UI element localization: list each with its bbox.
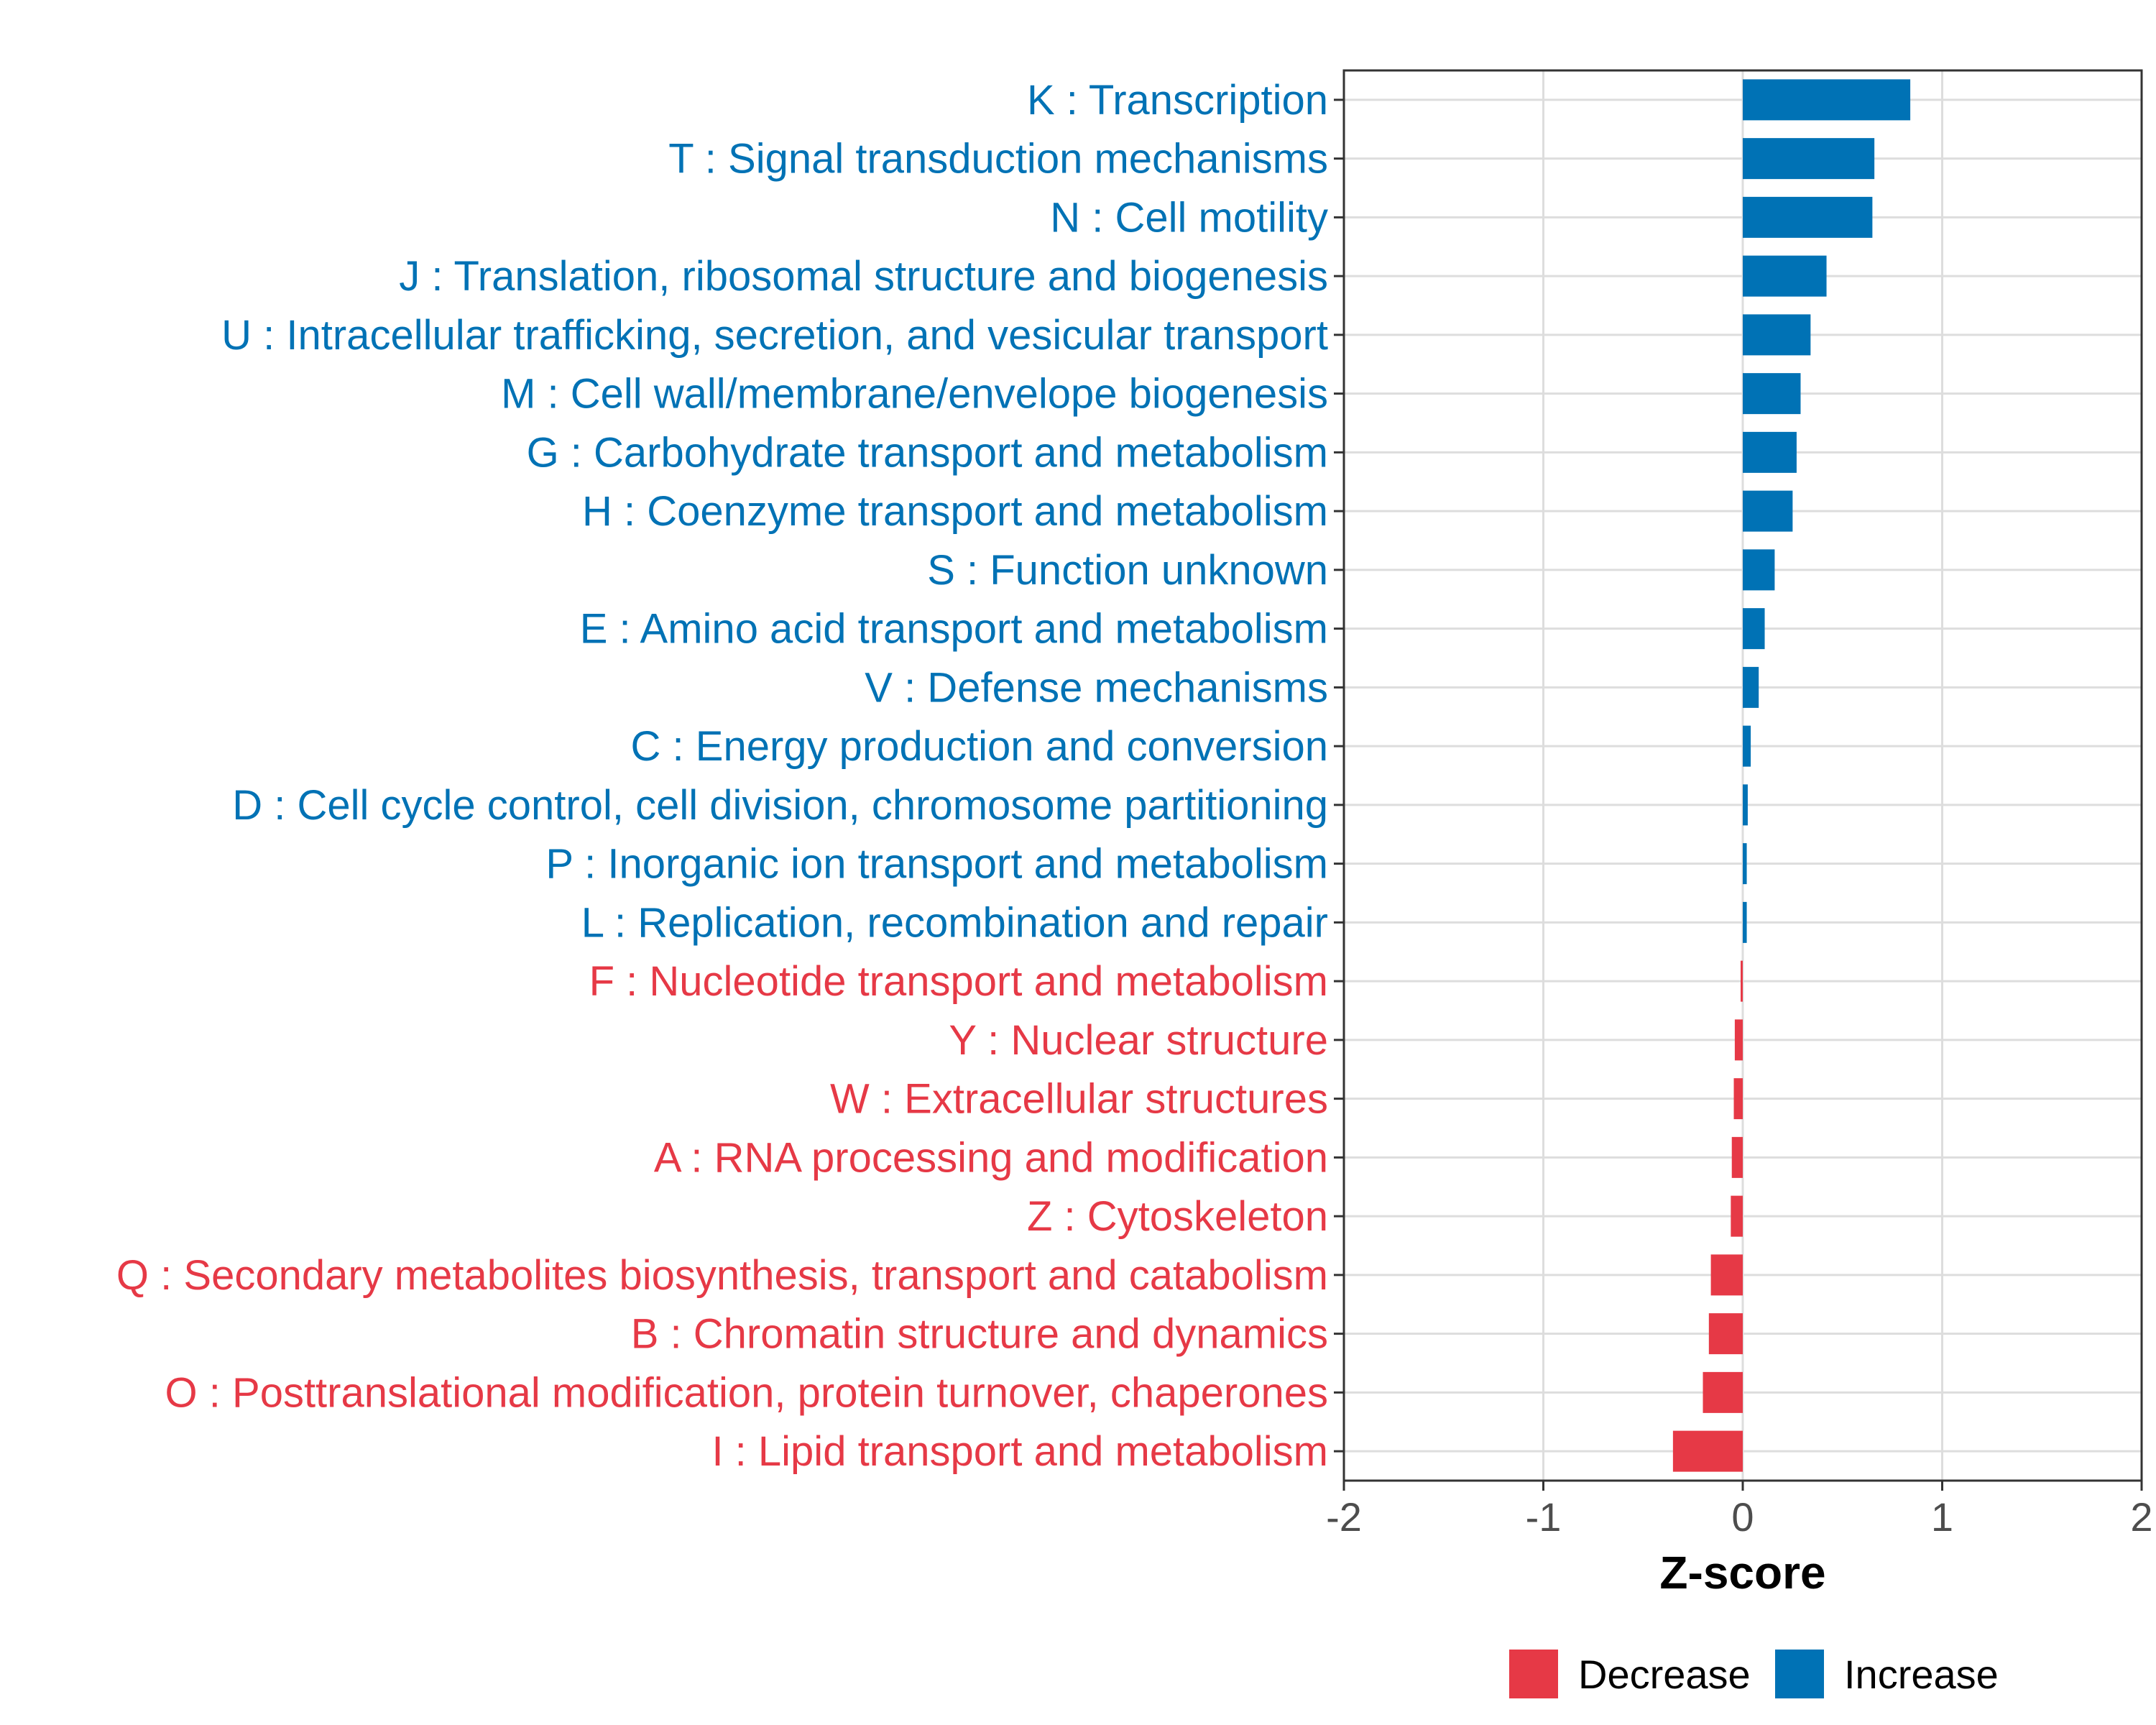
bar: [1743, 373, 1801, 415]
category-label: J : Translation, ribosomal structure and…: [399, 253, 1328, 300]
category-label: Y : Nuclear structure: [949, 1017, 1328, 1064]
x-tick-label: 2: [2130, 1494, 2152, 1540]
category-label: P : Inorganic ion transport and metaboli…: [545, 841, 1328, 888]
bar: [1743, 255, 1827, 297]
bar: [1743, 79, 1911, 121]
bar: [1703, 1371, 1743, 1413]
category-label: B : Chromatin structure and dynamics: [631, 1311, 1328, 1358]
category-label: O : Posttranslational modification, prot…: [165, 1369, 1328, 1416]
bar: [1731, 1136, 1743, 1178]
bar: [1743, 314, 1811, 356]
bar: [1733, 1078, 1743, 1120]
legend-label-decrease: Decrease: [1578, 1652, 1751, 1697]
category-label: N : Cell motility: [1050, 194, 1328, 241]
bar: [1743, 138, 1875, 180]
category-label: A : RNA processing and modification: [654, 1134, 1328, 1181]
category-label: C : Energy production and conversion: [631, 723, 1328, 770]
bar: [1743, 196, 1873, 238]
category-label: Q : Secondary metabolites biosynthesis, …: [116, 1252, 1328, 1299]
category-label: I : Lipid transport and metabolism: [711, 1428, 1328, 1475]
category-label: L : Replication, recombination and repai…: [581, 899, 1328, 946]
bar: [1741, 960, 1743, 1002]
category-label: T : Signal transduction mechanisms: [668, 136, 1328, 183]
category-label: D : Cell cycle control, cell division, c…: [232, 782, 1328, 829]
legend: Decrease Increase: [1509, 1650, 1999, 1698]
bar: [1743, 549, 1775, 591]
category-label: M : Cell wall/membrane/envelope biogenes…: [501, 371, 1328, 418]
category-label: G : Carbohydrate transport and metabolis…: [527, 429, 1328, 476]
bar: [1708, 1313, 1743, 1355]
category-label: H : Coenzyme transport and metabolism: [582, 488, 1328, 535]
bar: [1743, 784, 1748, 826]
category-label: K : Transcription: [1027, 77, 1328, 124]
category-label: V : Defense mechanisms: [865, 664, 1328, 711]
bar: [1743, 666, 1759, 708]
category-label: U : Intracellular trafficking, secretion…: [221, 312, 1328, 359]
bar: [1710, 1254, 1743, 1296]
category-label: E : Amino acid transport and metabolism: [580, 606, 1328, 653]
bar: [1743, 431, 1797, 473]
x-tick-label: 1: [1931, 1494, 1953, 1540]
bar: [1743, 725, 1751, 767]
bar: [1731, 1195, 1743, 1237]
bar: [1734, 1019, 1743, 1061]
bar: [1743, 901, 1747, 943]
legend-label-increase: Increase: [1844, 1652, 1999, 1697]
category-label: W : Extracellular structures: [830, 1076, 1328, 1123]
legend-swatch-decrease: [1509, 1650, 1558, 1698]
category-label: S : Function unknown: [927, 547, 1328, 594]
category-label: F : Nucleotide transport and metabolism: [589, 958, 1328, 1005]
bar: [1672, 1430, 1743, 1472]
legend-swatch-increase: [1775, 1650, 1824, 1698]
bar: [1743, 608, 1765, 650]
x-tick-label: 0: [1731, 1494, 1754, 1540]
x-tick-label: -1: [1526, 1494, 1562, 1540]
category-label: Z : Cytoskeleton: [1027, 1193, 1328, 1240]
bar: [1743, 490, 1793, 532]
bar: [1743, 843, 1747, 885]
x-axis-title: Z-score: [1659, 1547, 1825, 1598]
x-tick-label: -2: [1326, 1494, 1362, 1540]
